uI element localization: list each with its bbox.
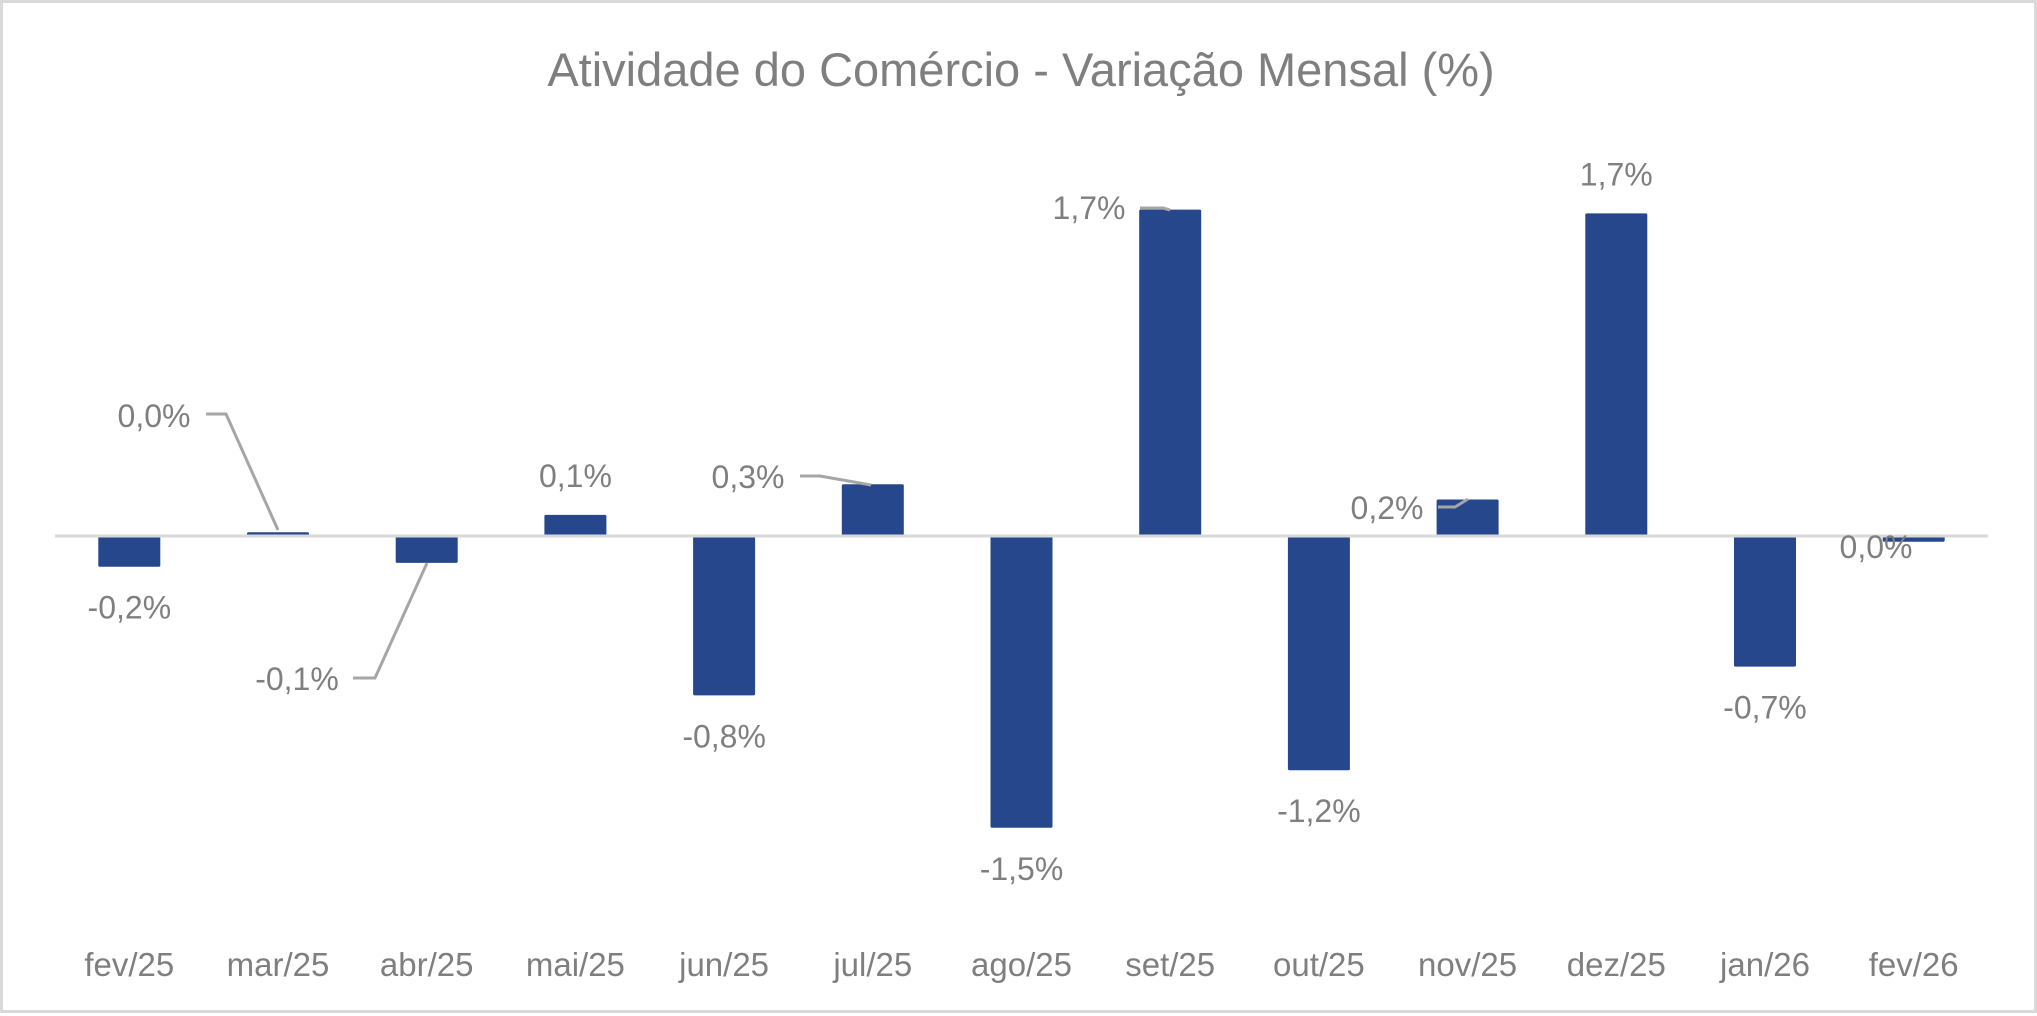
data-label-set-25: 1,7% <box>1053 190 1126 226</box>
data-label-out-25: -1,2% <box>1277 793 1361 829</box>
bar-set-25 <box>1139 209 1202 536</box>
x-tick-label-fev-25: fev/25 <box>84 946 174 983</box>
bar-jan-26 <box>1734 536 1796 667</box>
data-label-abr-25: -0,1% <box>255 661 339 697</box>
chart-title: Atividade do Comércio - Variação Mensal … <box>547 43 1494 96</box>
bar-dez-25 <box>1585 213 1648 536</box>
data-label-nov-25: 0,2% <box>1351 490 1424 526</box>
x-tick-label-jan-26: jan/26 <box>1719 946 1810 983</box>
data-label-ago-25: -1,5% <box>980 851 1064 887</box>
bar-ago-25 <box>990 536 1053 828</box>
data-label-mar-25: 0,0% <box>118 398 191 434</box>
x-tick-label-jul-25: jul/25 <box>832 946 912 983</box>
x-tick-label-fev-26: fev/26 <box>1869 946 1959 983</box>
leader-line-nov-25 <box>1438 497 1469 509</box>
x-tick-label-jun-25: jun/25 <box>678 946 769 983</box>
bar-nov-25 <box>1436 499 1499 536</box>
bar-out-25 <box>1287 536 1350 771</box>
bar-abr-25 <box>395 536 458 563</box>
x-tick-label-nov-25: nov/25 <box>1418 946 1517 983</box>
data-label-jul-25: 0,3% <box>712 459 785 495</box>
data-label-mai-25: 0,1% <box>539 458 612 494</box>
x-tick-labels-group: fev/25 mar/25 abr/25 mai/25 jun/25 jul/25 ago/… <box>84 946 1958 983</box>
leader-lines-group <box>206 206 1469 680</box>
bar-fev-25 <box>98 536 161 567</box>
data-label-dez-25: 1,7% <box>1580 156 1653 192</box>
bar-chart: Atividade do Comércio - Variação Mensal … <box>55 43 1988 983</box>
leader-line-abr-25 <box>353 562 429 680</box>
data-label-fev-26: 0,0% <box>1840 529 1913 565</box>
bar-mai-25 <box>544 514 607 536</box>
x-tick-label-ago-25: ago/25 <box>971 946 1072 983</box>
x-tick-label-out-25: out/25 <box>1273 946 1365 983</box>
bars-group <box>98 209 1945 828</box>
data-label-fev-25: -0,2% <box>88 590 172 626</box>
x-tick-label-set-25: set/25 <box>1125 946 1215 983</box>
x-tick-label-mar-25: mar/25 <box>227 946 330 983</box>
bar-jun-25 <box>693 536 756 696</box>
data-labels-group: -0,2% 0,0% -0,1% 0,1% -0,8% 0,3% -1,5% 1,7% -1,2… <box>88 156 1913 886</box>
data-label-jun-25: -0,8% <box>682 718 766 754</box>
x-tick-label-abr-25: abr/25 <box>380 946 474 983</box>
x-tick-label-mai-25: mai/25 <box>526 946 625 983</box>
data-label-jan-26: -0,7% <box>1723 690 1807 726</box>
leader-line-mar-25 <box>206 412 280 531</box>
leader-line-jul-25 <box>800 474 872 487</box>
x-tick-label-dez-25: dez/25 <box>1567 946 1666 983</box>
bar-jul-25 <box>841 484 904 536</box>
leader-line-set-25 <box>1140 206 1171 212</box>
